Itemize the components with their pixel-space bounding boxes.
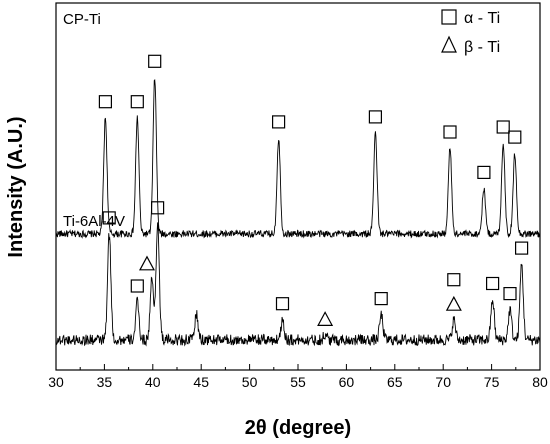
x-tick-label: 35 (97, 374, 113, 390)
alpha-ti-marker (508, 130, 522, 144)
alpha-ti-marker (148, 54, 162, 68)
legend: α - Ti β - Ti (441, 9, 500, 56)
alpha-ti-marker (368, 110, 382, 124)
alpha-ti-marker (496, 120, 510, 134)
series-label-cp-ti: CP-Ti (63, 11, 101, 28)
y-axis-title: Intensity (A.U.) (5, 116, 27, 257)
beta-ti-marker (138, 255, 155, 271)
alpha-ti-marker (503, 287, 517, 301)
alpha-ti-marker (477, 165, 491, 179)
alpha-ti-marker (130, 279, 144, 293)
x-tick-label: 30 (48, 374, 64, 390)
alpha-ti-marker (272, 115, 286, 129)
alpha-ti-marker (275, 297, 290, 311)
beta-ti-marker (317, 311, 334, 326)
x-tick-label: 50 (242, 374, 258, 390)
alpha-ti-marker (130, 95, 144, 109)
x-tick-label: 45 (193, 374, 209, 390)
x-tick-label: 40 (145, 374, 161, 390)
beta-ti-marker (445, 295, 462, 311)
series-line-ti6al4v (55, 222, 541, 347)
series-line-cp-ti (55, 79, 541, 239)
alpha-ti-marker (514, 241, 529, 255)
x-tick-label: 70 (435, 374, 451, 390)
x-axis-title: 2θ (degree) (245, 417, 351, 439)
series-label-ti6al4v: Ti-6Al-4V (63, 213, 125, 230)
legend-label-alpha: α - Ti (464, 10, 500, 27)
legend-square-icon (441, 9, 457, 25)
alpha-ti-marker (102, 211, 116, 225)
x-tick-label: 65 (387, 374, 403, 390)
x-axis-ticks: 30 35 40 45 50 55 60 65 70 75 80 (48, 364, 548, 390)
x-tick-label: 75 (484, 374, 500, 390)
x-tick-label: 80 (532, 374, 548, 390)
marker-layer (98, 54, 529, 326)
alpha-ti-marker (374, 292, 388, 306)
legend-triangle-icon (441, 35, 457, 53)
x-tick-label: 55 (290, 374, 306, 390)
alpha-ti-marker (486, 276, 500, 291)
legend-label-beta: β - Ti (464, 39, 500, 56)
alpha-ti-marker (443, 125, 457, 139)
alpha-ti-marker (151, 201, 165, 215)
x-tick-label: 60 (339, 374, 355, 390)
alpha-ti-marker (98, 95, 113, 109)
series-layer (55, 79, 541, 347)
plot-frame (55, 2, 541, 371)
alpha-ti-marker (447, 273, 461, 287)
